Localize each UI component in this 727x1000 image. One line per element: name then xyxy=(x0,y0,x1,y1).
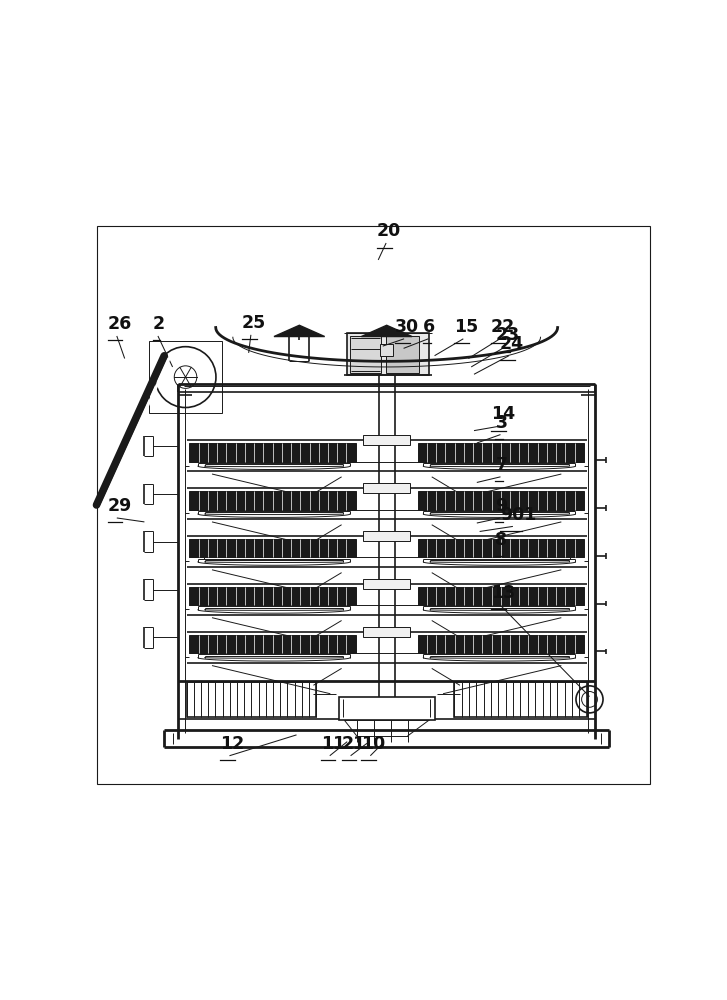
Text: 11: 11 xyxy=(321,735,345,753)
Text: 901: 901 xyxy=(500,506,537,524)
Bar xyxy=(190,491,356,510)
Bar xyxy=(363,531,410,541)
Bar xyxy=(418,587,584,605)
Bar xyxy=(150,341,222,413)
Text: 13: 13 xyxy=(491,584,515,602)
Bar xyxy=(363,627,410,637)
Bar xyxy=(348,333,429,375)
Text: 23: 23 xyxy=(495,326,520,344)
Bar xyxy=(350,336,381,373)
Text: 12: 12 xyxy=(220,735,245,753)
Text: 15: 15 xyxy=(454,318,478,336)
Bar xyxy=(418,539,584,557)
Bar xyxy=(339,697,435,720)
Bar xyxy=(363,435,410,445)
Bar xyxy=(418,443,584,462)
Text: 2: 2 xyxy=(153,315,165,333)
Text: 20: 20 xyxy=(377,222,401,240)
Bar xyxy=(187,682,316,717)
Text: 29: 29 xyxy=(108,497,132,515)
Text: 10: 10 xyxy=(361,735,385,753)
Bar xyxy=(190,443,356,462)
Bar xyxy=(363,579,410,589)
Bar xyxy=(190,587,356,605)
Text: 14: 14 xyxy=(491,405,515,423)
Bar xyxy=(385,336,419,373)
Text: 24: 24 xyxy=(500,335,524,353)
Text: 26: 26 xyxy=(108,315,132,333)
Text: 6: 6 xyxy=(423,318,435,336)
Bar xyxy=(363,483,410,493)
Bar xyxy=(418,635,584,653)
Polygon shape xyxy=(361,325,412,337)
Text: 22: 22 xyxy=(491,318,515,336)
Text: 21: 21 xyxy=(342,735,366,753)
Polygon shape xyxy=(274,325,325,337)
Bar xyxy=(380,344,393,356)
Bar xyxy=(190,635,356,653)
Bar xyxy=(454,682,587,717)
Bar xyxy=(190,539,356,557)
Text: 30: 30 xyxy=(395,318,419,336)
Bar xyxy=(418,491,584,510)
Text: 9: 9 xyxy=(495,497,507,515)
Text: 3: 3 xyxy=(495,414,507,432)
Text: 7: 7 xyxy=(495,456,507,474)
Text: 8: 8 xyxy=(495,531,507,549)
Text: 25: 25 xyxy=(242,314,266,332)
